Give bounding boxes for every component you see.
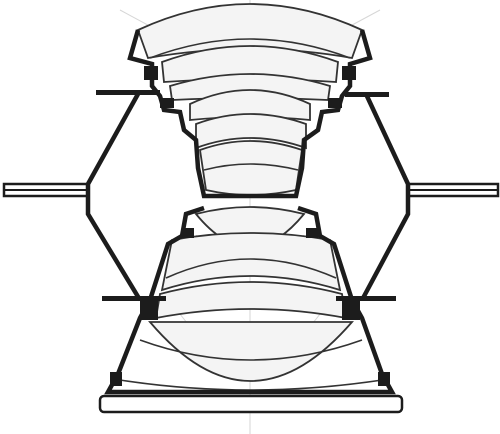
rear-large-element <box>154 281 348 320</box>
rear-lens-group <box>119 206 383 391</box>
front-mount-left <box>96 90 160 95</box>
front-lens-group <box>136 3 364 196</box>
rear-mount-left <box>102 296 166 301</box>
fifth-element <box>195 113 307 150</box>
base-plate <box>98 394 404 414</box>
rear-mount-right <box>336 296 396 301</box>
lens-housing <box>2 29 500 414</box>
left-frame <box>85 92 142 302</box>
rear-mid-element <box>160 232 342 292</box>
rear-barrel <box>104 205 396 395</box>
sixth-element <box>199 140 304 196</box>
right-frame <box>360 93 411 302</box>
front-element-inner-curve <box>149 38 351 59</box>
rear-last-element <box>148 321 354 382</box>
